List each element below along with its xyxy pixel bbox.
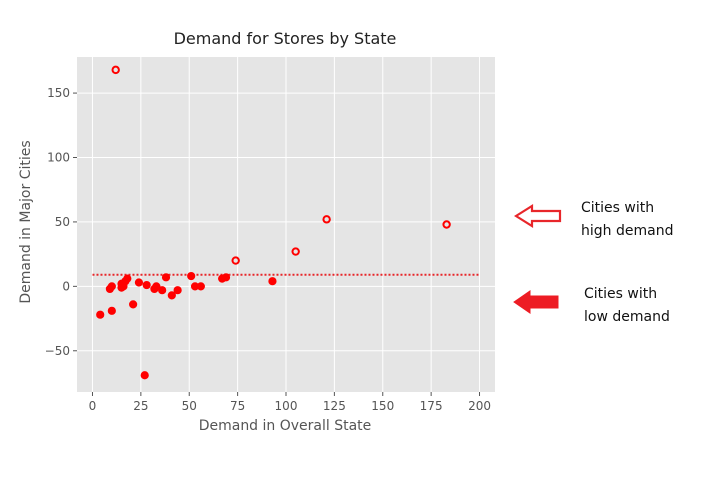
- x-tick-label: 200: [468, 399, 491, 413]
- x-axis-label: Demand in Overall State: [199, 418, 372, 434]
- x-axis-ticks: 0 25 50 75 100 125 150 175 200: [89, 392, 491, 413]
- data-point: [123, 274, 132, 283]
- data-point: [152, 282, 161, 291]
- data-point: [196, 282, 205, 291]
- data-point: [158, 286, 167, 295]
- data-point: [167, 291, 176, 300]
- y-tick-label: 0: [62, 279, 70, 293]
- y-axis-ticks: −50 0 50 100 150: [45, 86, 77, 358]
- data-point: [107, 306, 116, 315]
- data-point: [221, 273, 231, 282]
- high-demand-point: [111, 65, 120, 75]
- data-point: [129, 300, 138, 309]
- grid-lines: [77, 57, 495, 392]
- x-tick-label: 50: [182, 399, 197, 413]
- x-tick-label: 150: [371, 399, 394, 413]
- y-tick-label: 50: [55, 215, 70, 229]
- x-tick-label: 0: [89, 399, 97, 413]
- data-point: [140, 371, 149, 380]
- annotation-low-demand: Cities with low demand: [584, 286, 670, 325]
- data-point: [161, 273, 171, 282]
- high-demand-point: [442, 220, 451, 229]
- high-demand-point: [322, 215, 331, 224]
- x-tick-label: 125: [323, 399, 346, 413]
- data-point: [187, 271, 196, 281]
- x-tick-label: 75: [230, 399, 245, 413]
- data-point: [173, 286, 182, 295]
- filled-arrow-icon: [513, 290, 559, 314]
- y-axis-label: Demand in Major Cities: [18, 140, 34, 303]
- y-tick-label: 150: [47, 86, 70, 100]
- data-point: [268, 277, 277, 286]
- high-demand-point: [231, 256, 240, 265]
- high-demand-point: [291, 247, 300, 256]
- hollow-arrow-icon: [514, 204, 562, 228]
- y-tick-label: 100: [47, 151, 70, 165]
- chart-title: Demand for Stores by State: [174, 29, 397, 48]
- y-tick-label: −50: [45, 344, 70, 358]
- data-point: [107, 282, 116, 291]
- annotation-high-demand: Cities with high demand: [581, 200, 674, 239]
- data-points: [96, 65, 451, 380]
- data-point: [134, 278, 144, 287]
- x-tick-label: 25: [133, 399, 148, 413]
- data-point: [142, 280, 151, 290]
- data-point: [96, 310, 105, 319]
- x-tick-label: 100: [275, 399, 298, 413]
- x-tick-label: 175: [420, 399, 443, 413]
